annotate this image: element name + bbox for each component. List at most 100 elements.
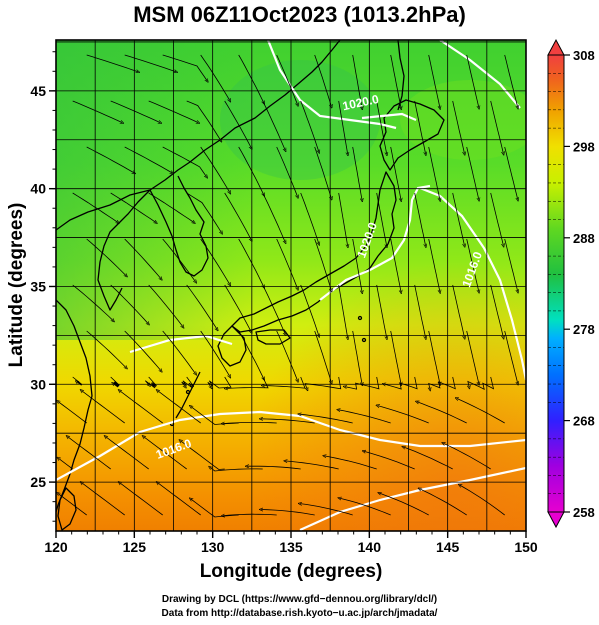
streamline — [144, 437, 187, 470]
colorbar-tick-label: 268 — [573, 414, 595, 429]
streamline — [86, 146, 134, 173]
streamline — [158, 391, 201, 424]
streamline — [300, 100, 319, 152]
streamline — [120, 483, 163, 516]
streamline — [466, 54, 479, 108]
streamline — [504, 238, 518, 291]
streamline — [352, 54, 362, 108]
streamline — [314, 146, 332, 198]
colorbar-tick-label: 258 — [573, 505, 595, 520]
streamline — [200, 54, 230, 101]
x-tick-label: 125 — [123, 539, 147, 555]
streamline — [352, 330, 362, 384]
streamline — [352, 238, 362, 292]
x-tick-label: 140 — [358, 539, 382, 555]
streamline — [223, 514, 277, 516]
streamline — [124, 330, 161, 371]
streamline — [110, 100, 161, 123]
streamline — [247, 466, 301, 470]
streamline — [428, 238, 440, 292]
streamline — [145, 376, 157, 389]
coastlines — [56, 40, 445, 531]
streamline — [490, 100, 504, 154]
streamline — [72, 100, 123, 123]
streamline — [468, 376, 495, 390]
streamline — [200, 146, 230, 193]
streamline — [263, 376, 306, 389]
colorbar-tick-label: 308 — [573, 48, 595, 63]
streamline — [86, 330, 127, 368]
streamline — [345, 376, 380, 390]
streamline — [340, 498, 391, 516]
streamline — [428, 54, 440, 108]
streamline — [466, 330, 479, 384]
streamline — [224, 284, 252, 332]
streamline — [490, 284, 504, 338]
streamline — [300, 192, 319, 244]
streamline — [148, 284, 183, 327]
isobar-contours — [56, 40, 526, 531]
streamline — [300, 414, 353, 424]
streamline — [58, 401, 87, 424]
streamline — [162, 330, 196, 374]
streamline — [504, 146, 518, 199]
streamline — [428, 330, 440, 384]
y-tick-label: 35 — [30, 278, 46, 294]
streamline — [262, 192, 286, 242]
y-axis-label: Latitude (degrees) — [6, 203, 27, 368]
streamline — [390, 146, 401, 200]
streamline — [314, 238, 332, 290]
streamline — [376, 100, 387, 154]
streamline — [223, 422, 277, 423]
streamline — [338, 100, 348, 154]
streamline — [314, 54, 332, 106]
streamline — [452, 284, 465, 338]
streamline — [457, 398, 505, 424]
x-tick-label: 135 — [279, 539, 303, 555]
colorbar-ticks: 258 268 278 288 298 308 — [548, 48, 595, 520]
colorbar-tick-label: 278 — [573, 322, 595, 337]
streamline — [414, 284, 426, 338]
streamline — [338, 284, 348, 338]
streamline — [82, 391, 125, 424]
streamline — [460, 485, 505, 516]
footer-drawing-credit: Drawing by DCL (https://www.gfd−dennou.o… — [161, 594, 438, 605]
streamline — [417, 402, 467, 424]
y-tick-label: 25 — [30, 474, 46, 490]
streamline — [276, 54, 298, 105]
streamline — [124, 146, 172, 173]
x-axis-ticks: 120 125 130 135 140 145 150 — [44, 531, 538, 555]
map-grid — [55, 40, 527, 531]
streamline — [82, 483, 125, 516]
streamline — [490, 192, 504, 246]
streamline — [162, 54, 208, 81]
streamline — [186, 192, 222, 233]
streamline — [72, 284, 114, 321]
streamline — [162, 238, 196, 282]
streamline — [504, 330, 518, 383]
y-tick-label: 45 — [30, 83, 46, 99]
footer-data-source: Data from http://database.rish.kyoto−u.a… — [161, 608, 438, 619]
x-tick-label: 120 — [44, 539, 68, 555]
streamline — [200, 330, 230, 377]
streamline — [261, 419, 315, 424]
streamline — [314, 330, 332, 382]
streamline — [124, 54, 176, 72]
streamline — [376, 284, 387, 338]
x-axis-label: Longitude (degrees) — [200, 561, 383, 582]
streamline — [148, 192, 194, 223]
map-title: MSM 06Z11Oct2023 (1013.2hPa) — [133, 2, 466, 27]
streamline — [110, 284, 149, 324]
streamline — [338, 410, 391, 424]
streamline — [262, 100, 286, 150]
x-tick-label: 145 — [436, 539, 460, 555]
streamline — [120, 391, 163, 424]
streamline — [210, 467, 263, 472]
streamline — [352, 146, 362, 200]
streamline — [414, 192, 426, 246]
colorbar: 258 268 278 288 298 308 — [547, 38, 595, 529]
streamline — [466, 238, 479, 292]
streamline — [58, 458, 73, 470]
